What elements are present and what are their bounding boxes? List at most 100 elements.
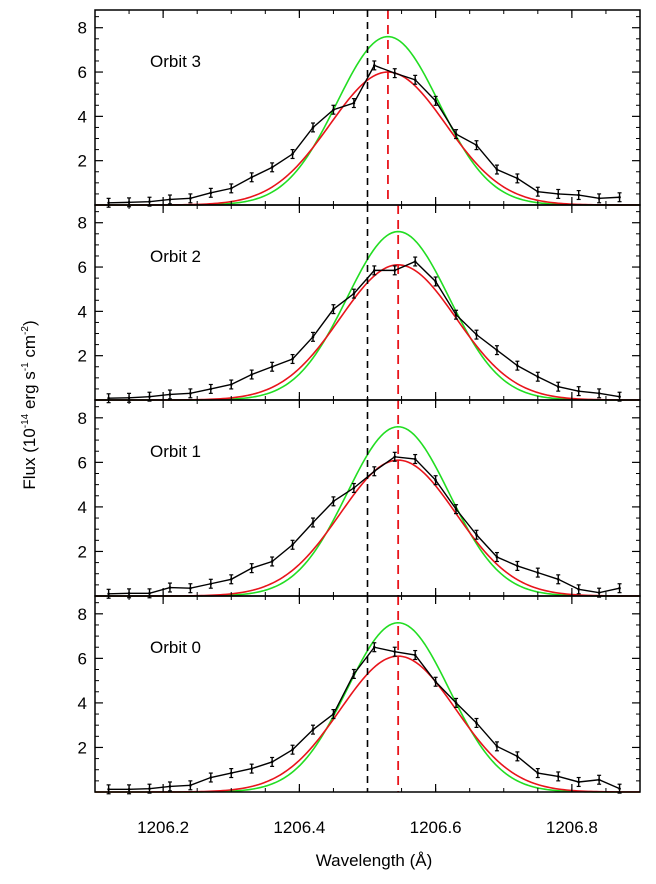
- data-point: [148, 592, 151, 595]
- data-point: [618, 586, 621, 590]
- data-point: [454, 507, 458, 511]
- data-point: [454, 132, 458, 136]
- data-point: [618, 395, 621, 398]
- data-point: [168, 198, 172, 201]
- data-point: [454, 701, 458, 705]
- data-point: [434, 478, 437, 482]
- data-point: [189, 586, 192, 590]
- panel-label: Orbit 3: [150, 52, 201, 71]
- data-point: [393, 650, 397, 653]
- panel-orbit-1: 2 4 6 8 Orbit 1: [78, 399, 641, 599]
- data-point: [393, 455, 397, 459]
- data-point: [373, 469, 376, 473]
- data-point: [618, 195, 621, 199]
- y-tick-label: 4: [78, 302, 87, 321]
- y-axis-label-exp1: -14: [20, 413, 31, 428]
- data-point: [516, 755, 519, 758]
- data-point: [352, 672, 356, 676]
- y-tick-label: 4: [78, 107, 87, 126]
- data-point: [393, 269, 397, 272]
- data-point: [577, 389, 580, 393]
- data-point: [393, 71, 397, 75]
- y-tick-label: 8: [78, 605, 87, 624]
- data-point: [413, 260, 417, 263]
- x-tick-label: 1206.8: [546, 818, 598, 837]
- data-point: [352, 292, 356, 295]
- data-point: [413, 457, 417, 461]
- data-point: [291, 543, 294, 547]
- panel-label: Orbit 2: [150, 247, 201, 266]
- data-point: [209, 191, 213, 195]
- data-point: [413, 78, 417, 82]
- data-point: [475, 333, 478, 336]
- data-point: [189, 197, 192, 200]
- y-tick-label: 4: [78, 498, 87, 517]
- data-point: [270, 760, 274, 764]
- data-point: [311, 521, 315, 524]
- data-line: [108, 456, 620, 595]
- y-tick-label: 6: [78, 258, 87, 277]
- data-point: [291, 748, 294, 751]
- data-point: [332, 500, 335, 503]
- data-point: [536, 190, 540, 194]
- y-tick-label: 8: [78, 409, 87, 428]
- data-point: [189, 784, 192, 787]
- data-point: [270, 166, 274, 169]
- data-point: [250, 767, 253, 770]
- y-tick-label: 6: [78, 453, 87, 472]
- data-point: [434, 99, 437, 103]
- data-point: [454, 313, 458, 316]
- data-point: [107, 592, 110, 596]
- data-point: [556, 192, 560, 196]
- y-tick-label: 2: [78, 738, 87, 757]
- data-point: [209, 387, 213, 391]
- data-point: [168, 586, 172, 589]
- y-axis-label: Flux (10-14 erg s-1 cm-2): [20, 320, 39, 489]
- data-point: [332, 712, 335, 716]
- data-point: [189, 392, 192, 395]
- y-tick-label: 2: [78, 152, 87, 171]
- y-axis-label-flux: Flux (10: [20, 428, 39, 489]
- x-tick-label: 1206.2: [137, 818, 189, 837]
- data-point: [597, 778, 601, 782]
- y-axis-label-exp3: -2: [20, 326, 31, 335]
- data-point: [475, 533, 478, 537]
- data-point: [495, 555, 499, 559]
- data-point: [475, 143, 478, 147]
- data-point: [250, 566, 253, 570]
- svg-text:Flux (10-14 erg s-1 cm-2): Flux (10-14 erg s-1 cm-2): [20, 320, 39, 489]
- data-point: [413, 653, 417, 657]
- data-point: [148, 200, 151, 203]
- data-point: [536, 771, 540, 775]
- y-axis-label-erg: erg s: [20, 371, 39, 414]
- y-tick-label: 6: [78, 63, 87, 82]
- data-point: [516, 364, 519, 367]
- data-point: [229, 577, 233, 581]
- data-point: [536, 375, 540, 379]
- data-point: [536, 571, 540, 574]
- data-point: [556, 385, 560, 389]
- data-point: [107, 396, 110, 400]
- data-point: [577, 193, 580, 197]
- data-point: [556, 775, 560, 778]
- data-point: [618, 787, 621, 790]
- fit-curve: [95, 71, 640, 206]
- data-point: [373, 64, 376, 67]
- data-point: [597, 392, 601, 395]
- data-point: [291, 357, 294, 361]
- y-tick-label: 4: [78, 694, 87, 713]
- y-axis-label-cm: cm: [20, 335, 39, 362]
- data-point: [209, 582, 213, 586]
- data-point: [495, 745, 499, 748]
- data-point: [209, 776, 213, 779]
- data-point: [311, 335, 315, 339]
- data-point: [250, 373, 253, 376]
- data-point: [250, 176, 253, 179]
- data-point: [311, 728, 315, 731]
- data-point: [107, 788, 110, 791]
- x-tick-label: 1206.6: [410, 818, 462, 837]
- data-point: [434, 280, 437, 283]
- data-point: [516, 177, 519, 180]
